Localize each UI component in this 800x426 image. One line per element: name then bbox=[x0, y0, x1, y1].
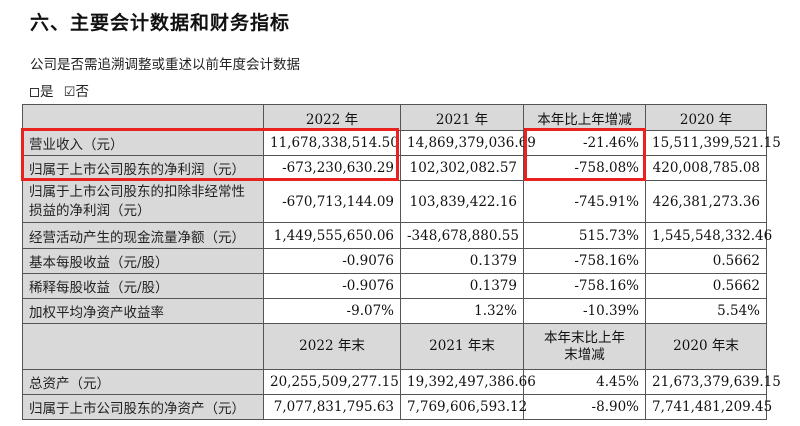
cell-2021: 19,392,497,386.66 bbox=[400, 369, 536, 395]
row-label: 归属于上市公司股东的净资产（元） bbox=[22, 394, 264, 420]
header-change-end: 本年末比上年末增减 bbox=[523, 323, 646, 370]
header-blank bbox=[22, 104, 264, 131]
cell-2020: 420,008,785.08 bbox=[645, 155, 767, 181]
row-label: 经营活动产生的现金流量净额（元） bbox=[22, 222, 264, 249]
header-2020-end: 2020 年末 bbox=[645, 323, 767, 370]
cell-change: -758.08% bbox=[523, 155, 646, 181]
table-header-row-yearend: 2022 年末 2021 年末 本年末比上年末增减 2020 年末 bbox=[22, 323, 767, 370]
cell-2020: 21,673,379,639.15 bbox=[645, 369, 781, 395]
checkbox-no-checked-icon[interactable]: ☑ bbox=[63, 85, 76, 100]
header-2021: 2021 年 bbox=[400, 104, 524, 131]
table-row: 总资产（元） 20,255,509,277.15 19,392,497,386.… bbox=[22, 369, 781, 395]
cell-2022: -673,230,630.29 bbox=[263, 155, 401, 181]
header-2021-end: 2021 年末 bbox=[400, 323, 524, 370]
cell-2022: 7,077,831,795.63 bbox=[263, 394, 401, 420]
financial-indicators-table: 2022 年 2021 年 本年比上年增减 2020 年 营业收入（元） 11,… bbox=[22, 104, 781, 420]
section-heading: 六、主要会计数据和财务指标 bbox=[30, 12, 291, 34]
row-label: 稀释每股收益（元/股） bbox=[22, 273, 264, 299]
cell-2020: 1,545,548,332.46 bbox=[645, 222, 772, 249]
row-label: 加权平均净资产收益率 bbox=[22, 298, 264, 324]
checkbox-yes-icon[interactable] bbox=[30, 88, 39, 97]
cell-change: -758.16% bbox=[523, 273, 646, 299]
cell-2020: 426,381,273.36 bbox=[645, 180, 767, 223]
row-label: 归属于上市公司股东的净利润（元） bbox=[22, 155, 264, 181]
row-label: 总资产（元） bbox=[22, 369, 264, 395]
cell-2022: -0.9076 bbox=[263, 248, 401, 274]
cell-2020: 15,511,399,521.15 bbox=[645, 130, 781, 156]
row-label: 营业收入（元） bbox=[22, 130, 264, 156]
cell-2021: 7,769,606,593.12 bbox=[400, 394, 527, 420]
cell-2021: 1.32% bbox=[400, 298, 524, 324]
option-no-label: 否 bbox=[75, 84, 89, 100]
table-row: 经营活动产生的现金流量净额（元） 1,449,555,650.06 -348,6… bbox=[22, 222, 772, 249]
cell-2022: 20,255,509,277.15 bbox=[263, 369, 401, 395]
header-blank bbox=[22, 323, 264, 370]
cell-2021: -348,678,880.55 bbox=[400, 222, 524, 249]
cell-2021: 0.1379 bbox=[400, 273, 524, 299]
cell-2022: 1,449,555,650.06 bbox=[263, 222, 401, 249]
cell-2021: 0.1379 bbox=[400, 248, 524, 274]
header-change: 本年比上年增减 bbox=[523, 104, 646, 131]
table-row: 归属于上市公司股东的净利润（元） -673,230,630.29 102,302… bbox=[22, 155, 767, 181]
header-2022-end: 2022 年末 bbox=[263, 323, 401, 370]
table-row: 归属于上市公司股东的扣除非经常性损益的净利润（元） -670,713,144.0… bbox=[22, 180, 767, 223]
row-label: 归属于上市公司股东的扣除非经常性损益的净利润（元） bbox=[22, 180, 264, 223]
header-2022: 2022 年 bbox=[263, 104, 401, 131]
cell-2022: 11,678,338,514.50 bbox=[263, 130, 401, 156]
cell-2022: -9.07% bbox=[263, 298, 401, 324]
cell-2020: 0.5662 bbox=[645, 273, 767, 299]
cell-change: -21.46% bbox=[523, 130, 646, 156]
cell-2020: 0.5662 bbox=[645, 248, 767, 274]
table-row: 稀释每股收益（元/股） -0.9076 0.1379 -758.16% 0.56… bbox=[22, 273, 767, 299]
table-row: 加权平均净资产收益率 -9.07% 1.32% -10.39% 5.54% bbox=[22, 298, 767, 324]
restatement-question: 公司是否需追溯调整或重述以前年度会计数据 bbox=[30, 57, 300, 73]
cell-2021: 102,302,082.57 bbox=[400, 155, 524, 181]
table-row: 归属于上市公司股东的净资产（元） 7,077,831,795.63 7,769,… bbox=[22, 394, 772, 420]
cell-2021: 14,869,379,036.69 bbox=[400, 130, 536, 156]
table-row: 基本每股收益（元/股） -0.9076 0.1379 -758.16% 0.56… bbox=[22, 248, 767, 274]
cell-change: -758.16% bbox=[523, 248, 646, 274]
cell-2020: 7,741,481,209.45 bbox=[645, 394, 772, 420]
cell-change: 4.45% bbox=[523, 369, 646, 395]
cell-change: -745.91% bbox=[523, 180, 646, 223]
option-yes-label: 是 bbox=[40, 84, 54, 100]
cell-2022: -670,713,144.09 bbox=[263, 180, 401, 223]
table-header-row: 2022 年 2021 年 本年比上年增减 2020 年 bbox=[22, 104, 767, 131]
cell-2021: 103,839,422.16 bbox=[400, 180, 524, 223]
restatement-options: 是 ☑否 bbox=[30, 80, 89, 100]
cell-2020: 5.54% bbox=[645, 298, 767, 324]
cell-change: 515.73% bbox=[523, 222, 646, 249]
header-2020: 2020 年 bbox=[645, 104, 767, 131]
cell-change: -10.39% bbox=[523, 298, 646, 324]
cell-2022: -0.9076 bbox=[263, 273, 401, 299]
table-row: 营业收入（元） 11,678,338,514.50 14,869,379,036… bbox=[22, 130, 781, 156]
row-label: 基本每股收益（元/股） bbox=[22, 248, 264, 274]
cell-change: -8.90% bbox=[523, 394, 646, 420]
